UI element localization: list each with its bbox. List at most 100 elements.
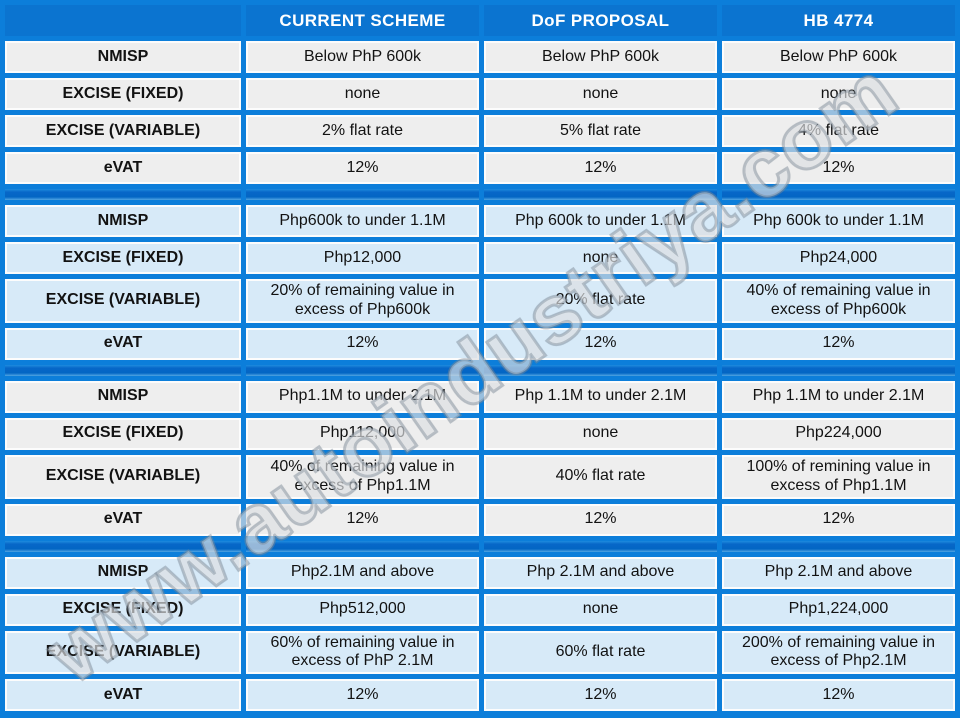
value-cell: 12% [484,327,717,360]
value-cell: 20% of remaining value in excess of Php6… [246,279,479,323]
value-cell: 200% of remaining value in excess of Php… [722,630,955,675]
row-label: EXCISE (VARIABLE) [5,279,241,323]
row-evat: eVAT 12% 12% 12% [5,152,955,184]
row-excise-fixed: EXCISE (FIXED) Php512,000 none Php1,224,… [5,593,955,626]
row-evat: eVAT 12% 12% 12% [5,327,955,360]
value-cell: Php1.1M to under 2.1M [246,380,479,413]
separator-band [484,540,717,552]
value-cell: Php24,000 [722,242,955,274]
row-label: eVAT [5,679,241,712]
value-cell: Php2.1M and above [246,556,479,589]
value-cell: none [246,78,479,110]
value-cell: Php 1.1M to under 2.1M [484,380,717,413]
row-label: NMISP [5,41,241,73]
value-cell: 12% [484,503,717,536]
value-cell: 12% [722,152,955,184]
group-separator [5,364,955,376]
row-excise-variable: EXCISE (VARIABLE) 2% flat rate 5% flat r… [5,115,955,147]
value-cell: 12% [246,503,479,536]
value-cell: 4% flat rate [722,115,955,147]
row-excise-fixed: EXCISE (FIXED) Php12,000 none Php24,000 [5,242,955,274]
separator-band [5,364,241,376]
row-label: NMISP [5,205,241,237]
value-cell: Php 2.1M and above [484,556,717,589]
row-excise-variable: EXCISE (VARIABLE) 40% of remaining value… [5,454,955,499]
row-label: EXCISE (FIXED) [5,417,241,450]
value-cell: 12% [484,679,717,712]
row-label: NMISP [5,380,241,413]
value-cell: Php224,000 [722,417,955,450]
value-cell: 2% flat rate [246,115,479,147]
row-label: EXCISE (VARIABLE) [5,454,241,499]
value-cell: 60% flat rate [484,630,717,675]
col-header-hb-4774: HB 4774 [722,5,955,36]
value-cell: 12% [722,679,955,712]
row-evat: eVAT 12% 12% 12% [5,503,955,536]
row-nmisp: NMISP Below PhP 600k Below PhP 600k Belo… [5,41,955,73]
row-excise-fixed: EXCISE (FIXED) none none none [5,78,955,110]
value-cell: Php1,224,000 [722,593,955,626]
value-cell: Below PhP 600k [722,41,955,73]
value-cell: Php600k to under 1.1M [246,205,479,237]
row-label: EXCISE (VARIABLE) [5,630,241,675]
value-cell: 100% of remining value in excess of Php1… [722,454,955,499]
row-excise-fixed: EXCISE (FIXED) Php112,000 none Php224,00… [5,417,955,450]
value-cell: 12% [246,679,479,712]
value-cell: none [484,78,717,110]
value-cell: 12% [246,152,479,184]
separator-band [722,540,955,552]
row-label: eVAT [5,503,241,536]
row-label: EXCISE (VARIABLE) [5,115,241,147]
value-cell: none [722,78,955,110]
value-cell: none [484,593,717,626]
row-label: eVAT [5,327,241,360]
separator-band [5,540,241,552]
value-cell: Php 1.1M to under 2.1M [722,380,955,413]
value-cell: 60% of remaining value in excess of PhP … [246,630,479,675]
separator-band [246,189,479,200]
row-nmisp: NMISP Php600k to under 1.1M Php 600k to … [5,205,955,237]
group-separator [5,189,955,200]
row-evat: eVAT 12% 12% 12% [5,679,955,712]
value-cell: 40% of remaining value in excess of Php6… [722,279,955,323]
value-cell: 40% flat rate [484,454,717,499]
separator-band [246,364,479,376]
row-nmisp: NMISP Php1.1M to under 2.1M Php 1.1M to … [5,380,955,413]
value-cell: Below PhP 600k [484,41,717,73]
value-cell: 12% [722,503,955,536]
value-cell: Php 2.1M and above [722,556,955,589]
value-cell: Php512,000 [246,593,479,626]
row-label: EXCISE (FIXED) [5,593,241,626]
value-cell: Php12,000 [246,242,479,274]
separator-band [722,364,955,376]
col-header-dof-proposal: DoF PROPOSAL [484,5,717,36]
value-cell: Php 600k to under 1.1M [484,205,717,237]
row-label: EXCISE (FIXED) [5,242,241,274]
row-label: eVAT [5,152,241,184]
value-cell: Below PhP 600k [246,41,479,73]
separator-band [5,189,241,200]
value-cell: 12% [484,152,717,184]
row-label: NMISP [5,556,241,589]
header-row: CURRENT SCHEME DoF PROPOSAL HB 4774 [5,5,955,36]
separator-band [484,189,717,200]
separator-band [722,189,955,200]
row-label: EXCISE (FIXED) [5,78,241,110]
value-cell: 20% flat rate [484,279,717,323]
value-cell: none [484,242,717,274]
separator-band [484,364,717,376]
col-header-current-scheme: CURRENT SCHEME [246,5,479,36]
value-cell: 12% [246,327,479,360]
row-nmisp: NMISP Php2.1M and above Php 2.1M and abo… [5,556,955,589]
value-cell: Php 600k to under 1.1M [722,205,955,237]
value-cell: 5% flat rate [484,115,717,147]
col-header-empty [5,5,241,36]
group-separator [5,540,955,552]
value-cell: 40% of remaining value in excess of Php1… [246,454,479,499]
value-cell: none [484,417,717,450]
separator-band [246,540,479,552]
row-excise-variable: EXCISE (VARIABLE) 20% of remaining value… [5,279,955,323]
row-excise-variable: EXCISE (VARIABLE) 60% of remaining value… [5,630,955,675]
